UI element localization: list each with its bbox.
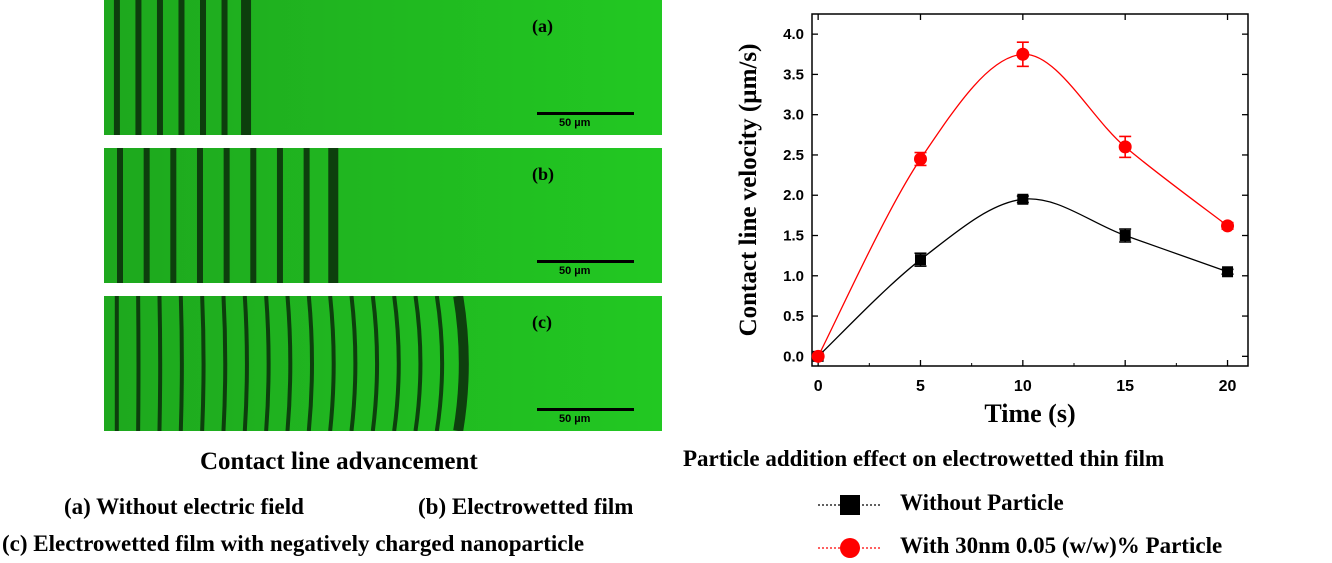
fringe-line bbox=[250, 148, 257, 283]
fringe-line bbox=[157, 296, 163, 431]
legend-marker-circle bbox=[818, 538, 882, 558]
fringe-line bbox=[306, 296, 314, 431]
x-axis-label: Time (s) bbox=[984, 399, 1075, 428]
fringe-line bbox=[328, 296, 336, 431]
caption-line-c: (c) Electrowetted film with negatively c… bbox=[2, 531, 585, 556]
y-tick-label: 3.0 bbox=[783, 107, 804, 124]
fringe-line bbox=[135, 0, 142, 135]
legend-marker-square bbox=[818, 495, 882, 515]
series-line-1 bbox=[817, 53, 1228, 357]
fringe-line bbox=[264, 296, 271, 431]
fringe-line bbox=[328, 148, 339, 283]
legend-label-without-particle: Without Particle bbox=[900, 490, 1064, 515]
x-tick-label: 5 bbox=[916, 378, 925, 395]
data-point-circle bbox=[1221, 219, 1235, 233]
x-tick-label: 10 bbox=[1014, 378, 1032, 395]
scale-text-b: 50 µm bbox=[559, 265, 591, 277]
fringe-line bbox=[200, 0, 207, 135]
panel-label-b: (b) bbox=[532, 164, 554, 184]
legend-label-with-particle: With 30nm 0.05 (w/w)% Particle bbox=[900, 533, 1223, 558]
data-point-square bbox=[1222, 266, 1234, 278]
fringe-line bbox=[392, 296, 401, 431]
fringe-line bbox=[196, 148, 203, 283]
series-line-0 bbox=[817, 198, 1228, 357]
data-point-square bbox=[914, 254, 926, 266]
scale-text-c: 50 µm bbox=[559, 413, 591, 425]
y-axis-label: Contact line velocity (µm/s) bbox=[735, 44, 762, 337]
fringe-line bbox=[413, 296, 423, 431]
fringe-line bbox=[434, 296, 445, 431]
x-tick-label: 0 bbox=[814, 378, 823, 395]
fringe-line bbox=[116, 148, 123, 283]
fringe-line bbox=[170, 148, 177, 283]
fringe-line bbox=[223, 148, 230, 283]
data-point-circle bbox=[811, 349, 825, 363]
scale-bar-b bbox=[537, 260, 634, 263]
scale-text-a: 50 µm bbox=[559, 117, 591, 129]
fringe-pattern-a bbox=[104, 0, 662, 135]
panel-label-a: (a) bbox=[532, 16, 553, 36]
fringe-line bbox=[178, 0, 185, 135]
fringe-line bbox=[143, 148, 150, 283]
velocity-chart: 0 5 10 15 20 0.0 0.5 1.0 1.5 2.0 2.5 3.0 3.5 4.0 Time … bbox=[735, 13, 1249, 428]
fringe-line bbox=[241, 0, 252, 135]
y-tick-label: 1.0 bbox=[783, 268, 804, 285]
data-point-circle bbox=[913, 152, 927, 166]
data-point-circle bbox=[1016, 47, 1030, 61]
fringe-line bbox=[156, 0, 163, 135]
fringe-line bbox=[178, 296, 184, 431]
micrograph-panel-c: (c) 50 µm bbox=[104, 296, 662, 431]
scale-bar-a bbox=[537, 112, 634, 115]
y-tick-label: 1.5 bbox=[783, 228, 804, 245]
right-title: Particle addition effect on electrowette… bbox=[683, 446, 1165, 471]
fringe-line bbox=[453, 296, 469, 431]
fringe-line bbox=[370, 296, 380, 431]
data-point-square bbox=[1119, 230, 1131, 242]
x-tick-label: 15 bbox=[1116, 378, 1134, 395]
micrograph-panel-b: (b) 50 µm bbox=[104, 148, 662, 283]
y-tick-label: 0.0 bbox=[783, 348, 804, 365]
fringe-line bbox=[276, 148, 283, 283]
x-tick-label: 20 bbox=[1219, 378, 1237, 395]
plot-frame bbox=[811, 13, 1249, 367]
fringe-line bbox=[221, 0, 228, 135]
y-tick-label: 2.5 bbox=[783, 147, 804, 164]
fringe-line bbox=[303, 148, 310, 283]
caption-line-a: (a) Without electric field bbox=[64, 494, 304, 519]
fringe-line bbox=[221, 296, 228, 431]
fringe-pattern-c bbox=[104, 296, 662, 431]
data-point-square bbox=[1017, 193, 1029, 205]
legend-item-without-particle: Without Particle bbox=[818, 490, 1328, 520]
left-title: Contact line advancement bbox=[200, 448, 478, 475]
panel-label-c: (c) bbox=[532, 312, 552, 332]
legend-item-with-particle: With 30nm 0.05 (w/w)% Particle bbox=[818, 530, 1328, 560]
y-tick-label: 4.0 bbox=[783, 26, 804, 43]
data-point-circle bbox=[1118, 140, 1132, 154]
y-tick-label: 2.0 bbox=[783, 187, 804, 204]
fringe-line bbox=[113, 0, 120, 135]
fringe-line bbox=[242, 296, 249, 431]
y-tick-label: 3.5 bbox=[783, 66, 804, 83]
fringe-line bbox=[349, 296, 358, 431]
micrograph-panel-a: (a) 50 µm bbox=[104, 0, 662, 135]
y-tick-label: 0.5 bbox=[783, 308, 804, 325]
scale-bar-c bbox=[537, 408, 634, 411]
fringe-line bbox=[200, 296, 206, 431]
caption-line-b: (b) Electrowetted film bbox=[418, 494, 634, 519]
fringe-line bbox=[285, 296, 293, 431]
